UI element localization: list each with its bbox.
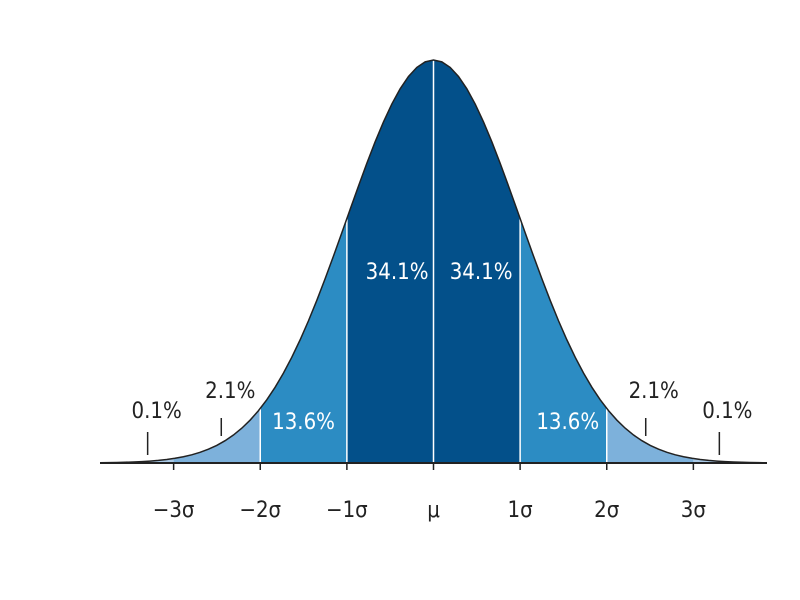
region (693, 458, 767, 463)
x-tick-label: 3σ (681, 498, 706, 523)
x-tick-label: −2σ (239, 498, 281, 523)
region (173, 408, 261, 463)
value-label: 2.1% (205, 379, 255, 404)
value-label: 34.1% (366, 260, 429, 285)
x-tick-label: −1σ (326, 498, 368, 523)
region (100, 458, 174, 463)
x-tick-label: −3σ (153, 498, 195, 523)
x-tick-label: μ (427, 498, 440, 523)
value-label: 0.1% (132, 399, 182, 424)
region (606, 408, 694, 463)
value-label: 0.1% (702, 399, 752, 424)
curve (99, 59, 768, 464)
value-label: 34.1% (450, 260, 513, 285)
value-label: 2.1% (629, 379, 679, 404)
value-label: 13.6% (272, 410, 335, 435)
value-label: 13.6% (536, 410, 599, 435)
x-tick-label: 1σ (508, 498, 533, 523)
x-tick-label: 2σ (594, 498, 619, 523)
